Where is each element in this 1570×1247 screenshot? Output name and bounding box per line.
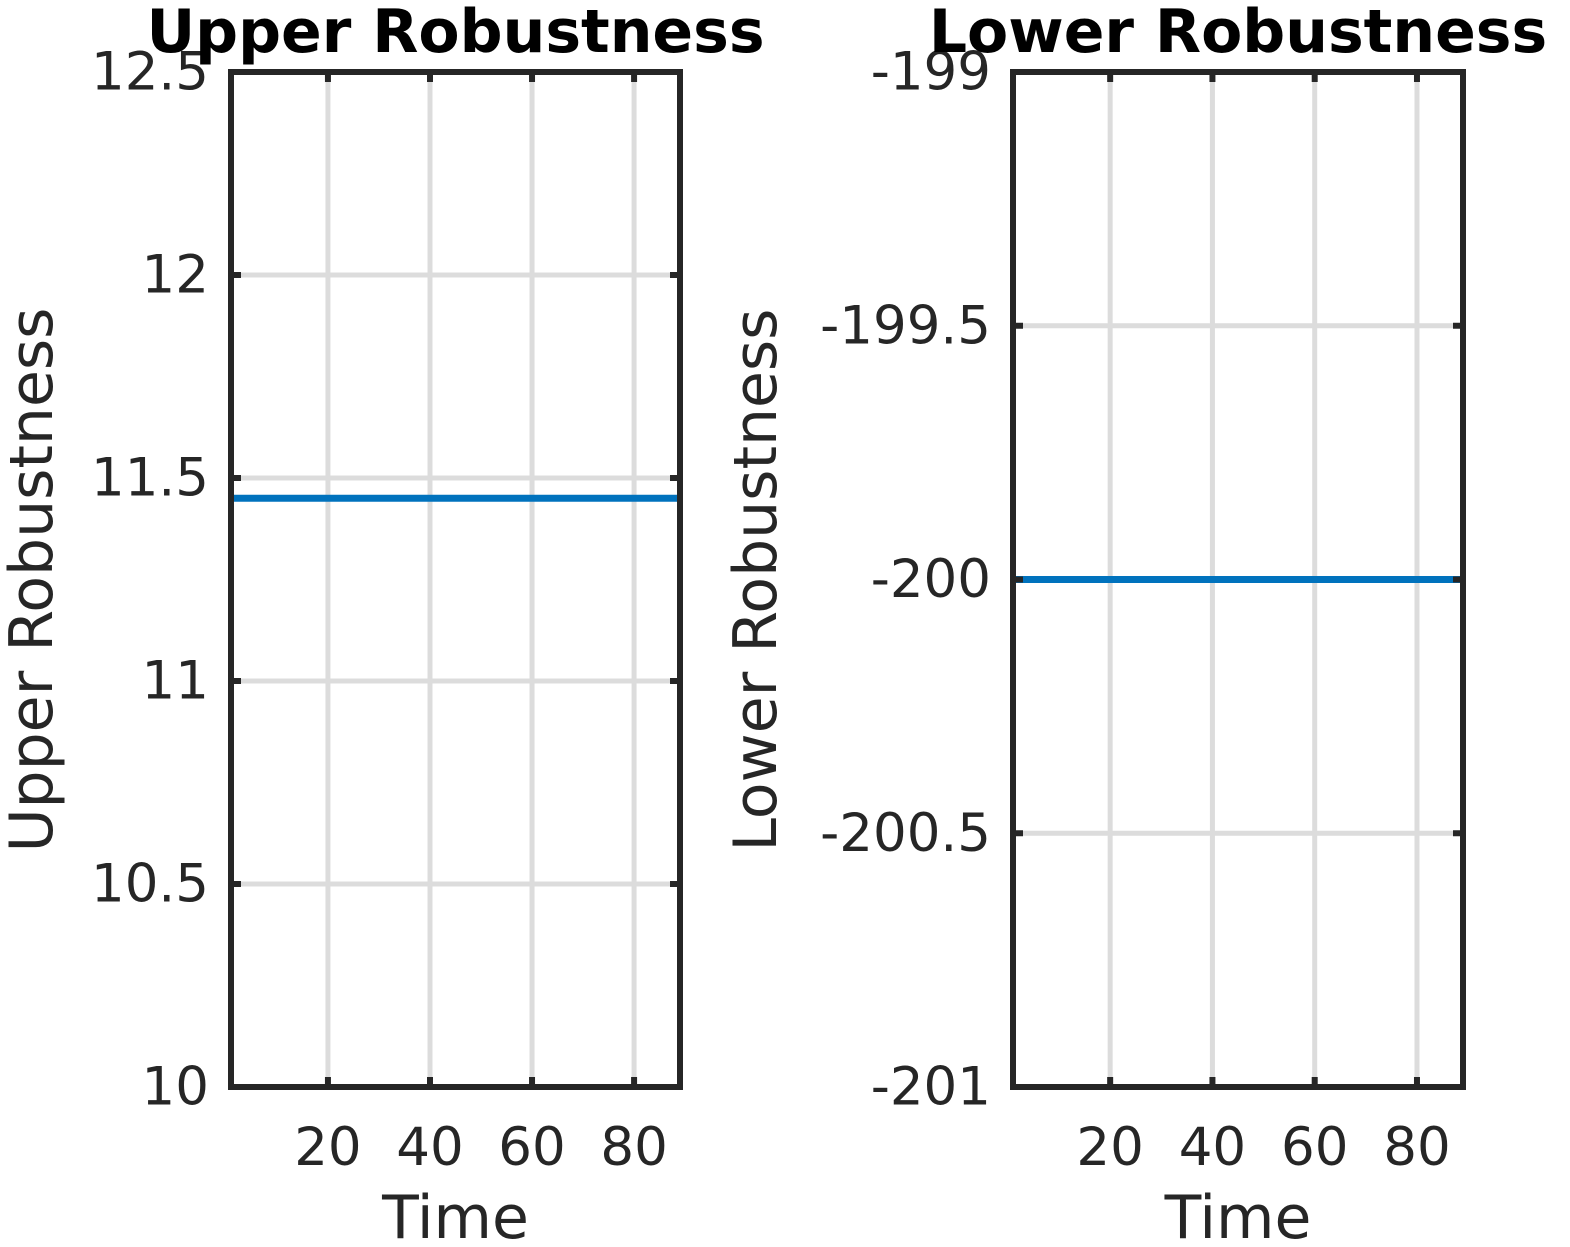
upper-y-tick-label-4: 12 — [142, 245, 209, 306]
upper-axes-box — [228, 69, 683, 1090]
upper-x-tick-label-1: 40 — [396, 1117, 463, 1178]
upper-x-tick-label-0: 20 — [294, 1117, 361, 1178]
lower-y-tick-label-1: -200.5 — [820, 803, 991, 864]
lower-y-tick-label-4: -199 — [871, 42, 991, 103]
lower-chart-title: Lower Robustness — [929, 0, 1547, 67]
lower-y-tick-label-2: -200 — [871, 549, 991, 610]
lower-y-axis-label: Lower Robustness — [721, 309, 791, 852]
lower-x-axis-label: Time — [1164, 1183, 1312, 1247]
upper-y-tick-label-0: 10 — [142, 1057, 209, 1118]
upper-y-axis-label: Upper Robustness — [0, 308, 67, 853]
lower-y-tick-label-0: -201 — [871, 1057, 991, 1118]
upper-x-axis-label: Time — [381, 1183, 529, 1247]
lower-y-tick-label-3: -199.5 — [820, 295, 991, 356]
upper-y-tick-label-1: 10.5 — [91, 854, 209, 915]
lower-x-tick-label-2: 60 — [1281, 1117, 1348, 1178]
upper-x-tick-label-2: 60 — [498, 1117, 565, 1178]
upper-x-tick-label-3: 80 — [600, 1117, 667, 1178]
lower-x-tick-label-0: 20 — [1076, 1117, 1143, 1178]
upper-y-tick-label-5: 12.5 — [91, 42, 209, 103]
upper-y-tick-label-2: 11 — [142, 651, 209, 712]
upper-chart-title: Upper Robustness — [146, 0, 764, 67]
lower-x-tick-label-3: 80 — [1383, 1117, 1450, 1178]
upper-y-tick-label-3: 11.5 — [91, 448, 209, 509]
lower-x-tick-label-1: 40 — [1179, 1117, 1246, 1178]
